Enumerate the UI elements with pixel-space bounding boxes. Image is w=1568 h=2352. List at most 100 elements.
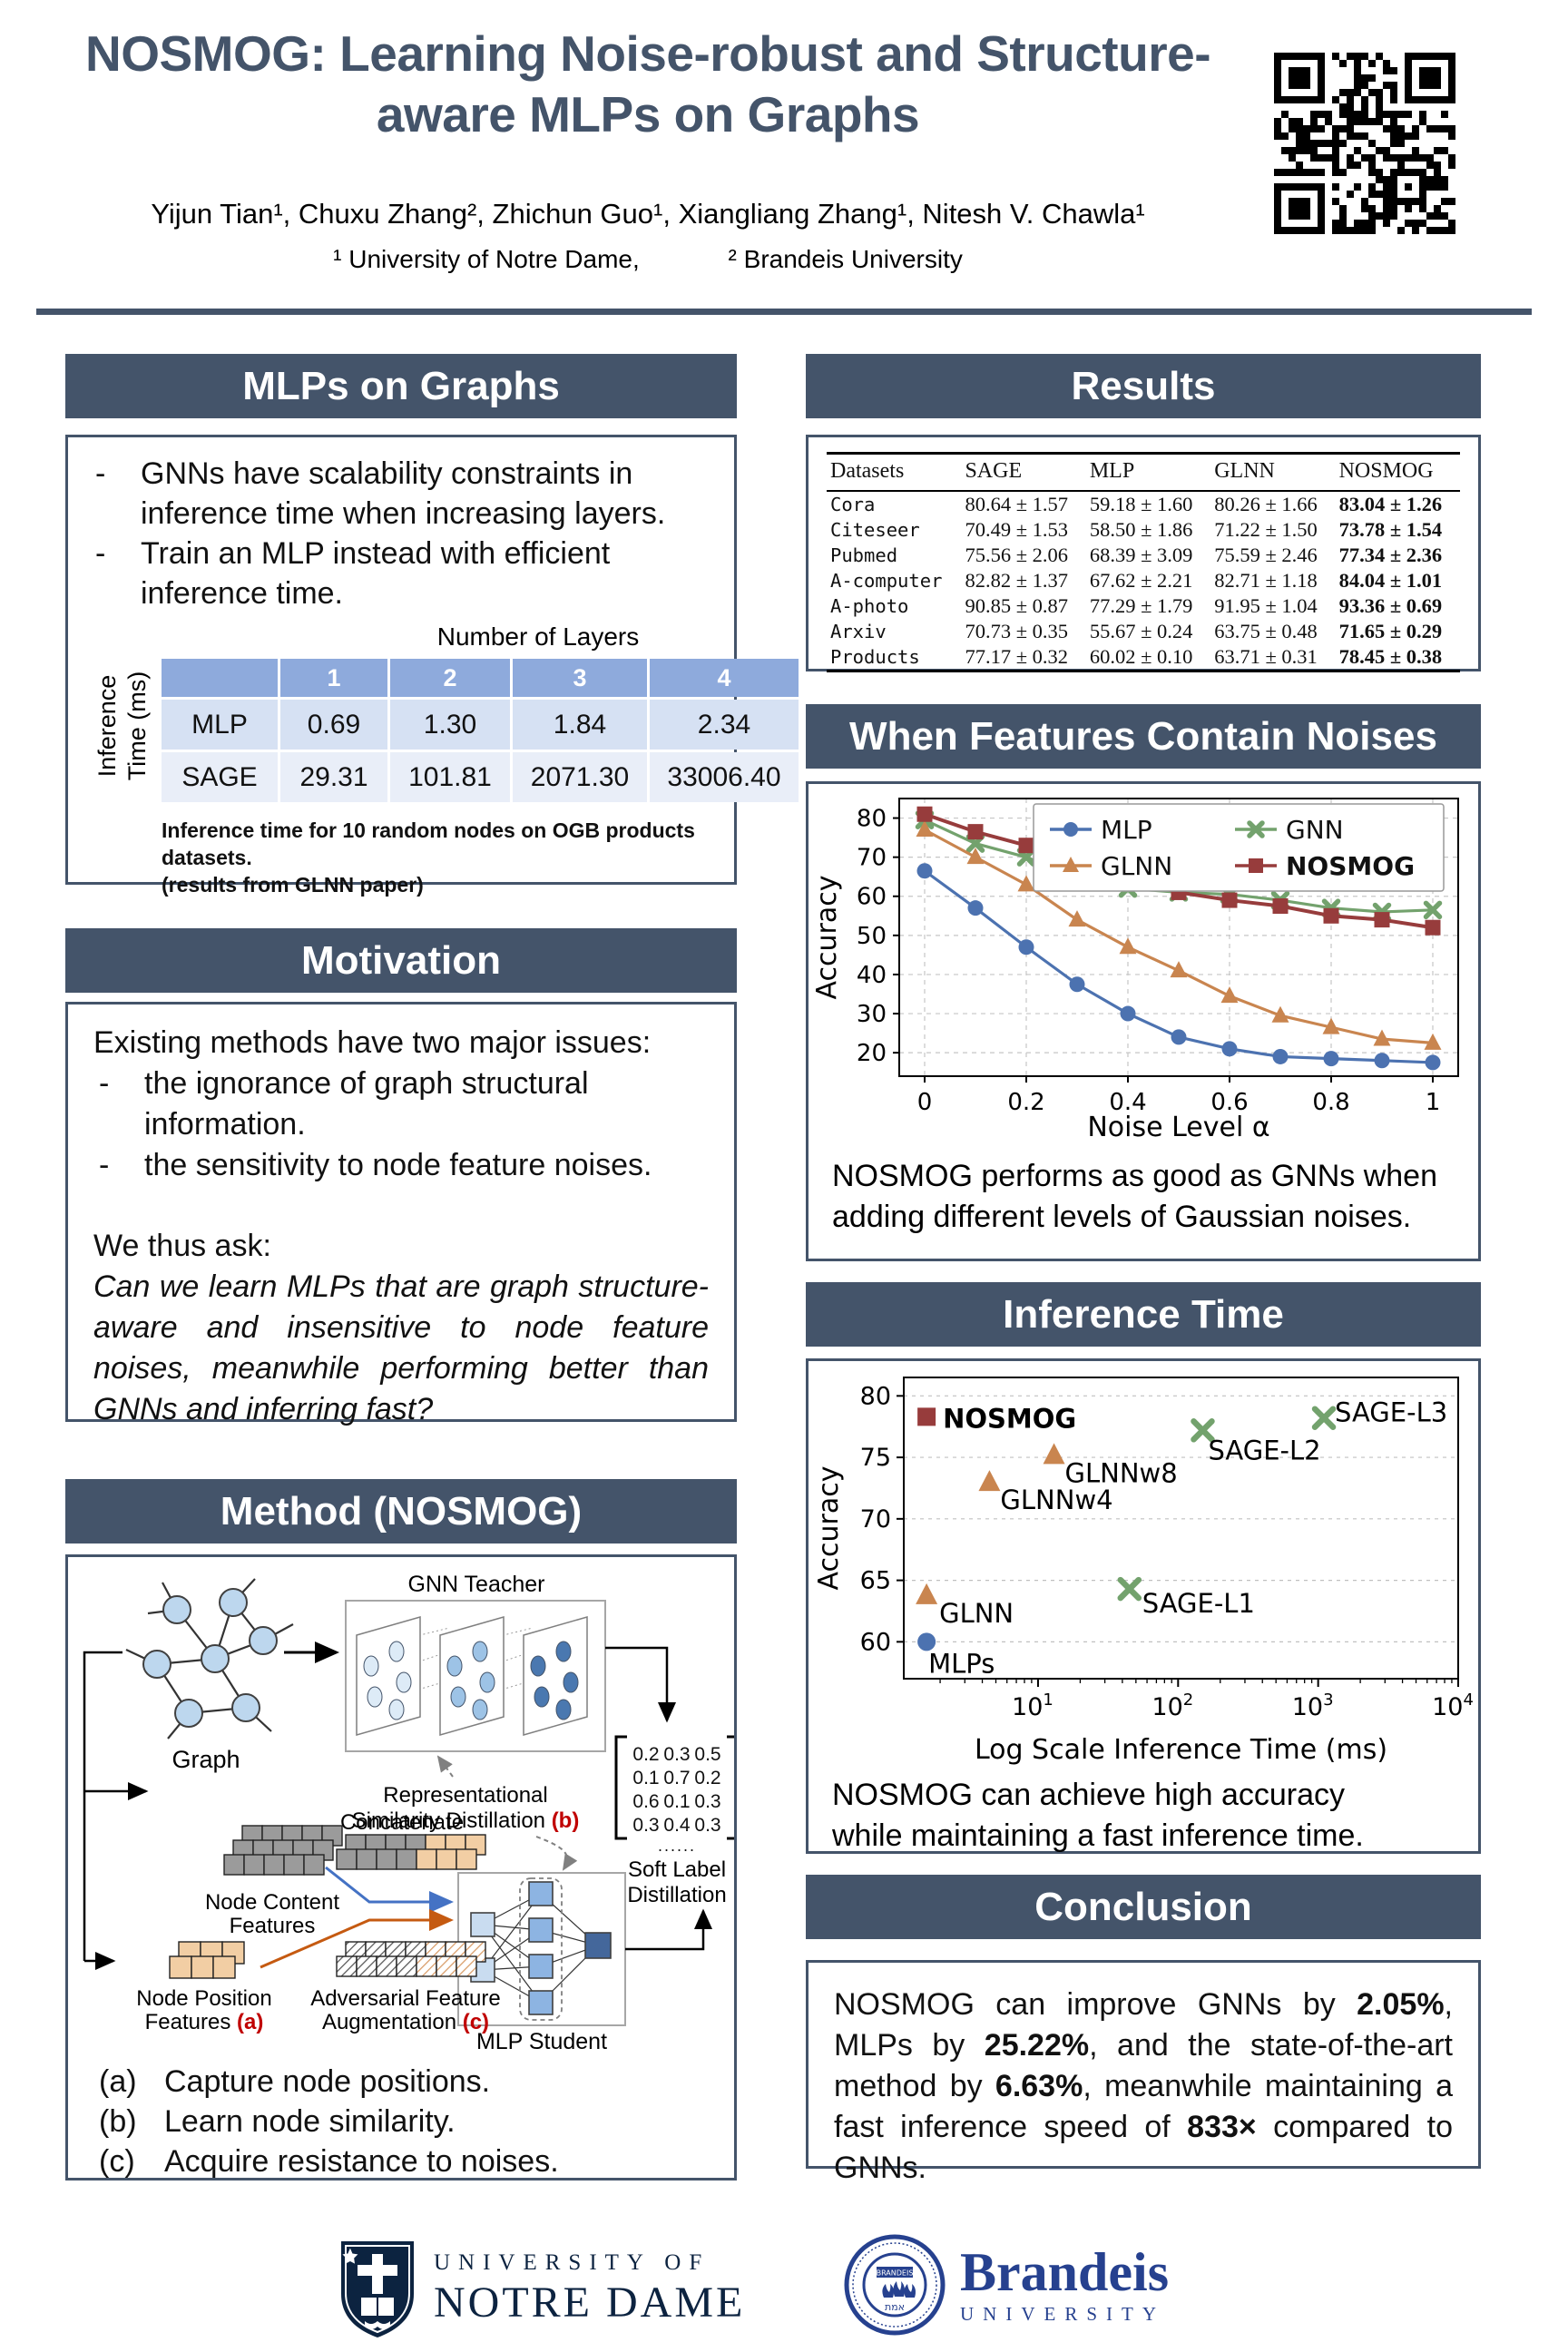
concatenate-blocks xyxy=(336,1834,486,1870)
conclusion-highlight: 2.05% xyxy=(1357,1987,1445,2022)
results-cell-glnn: 80.26 ± 1.66 xyxy=(1214,493,1318,515)
scatter-point-label-NOSMOG: NOSMOG xyxy=(943,1403,1076,1434)
student-to-softlabel-arrow xyxy=(625,1908,712,1951)
section-box-mlps-on-graphs: - GNNs have scalability constraints in in… xyxy=(65,435,799,897)
conclusion-highlight: 25.22% xyxy=(984,2028,1090,2063)
brandeis-seal-icon: BRANDEIS אמת xyxy=(844,2234,946,2336)
table-row: Products 77.17 ± 0.32 60.02 ± 0.10 63.71 ± … xyxy=(827,644,1460,671)
concatenate-label: Concatenate xyxy=(340,1810,464,1835)
rsd-line1: Representational xyxy=(383,1783,547,1808)
matrix-value: 0.1 xyxy=(632,1768,659,1788)
inference-time-table: 1 2 3 4 MLP 0.69 1.30 1.84 2.34 SAGE 29.31 101.81 20… xyxy=(162,659,799,802)
noise-x-tick: 0.4 xyxy=(1109,1089,1146,1116)
noise-y-tick: 80 xyxy=(857,806,887,833)
diagram-connectors xyxy=(83,1642,339,1970)
results-cell-nosmog: 83.04 ± 1.26 xyxy=(1338,493,1443,515)
method-item-tag: (c) xyxy=(99,2144,135,2179)
section-box-inference-time: 101 102 103 104 60 65 70 75 80 Log Scale Inferenc… xyxy=(806,1358,1481,1854)
results-cell-mlp: 59.18 ± 1.60 xyxy=(1089,493,1193,515)
poster-title-line2: aware MLPs on Graphs xyxy=(376,86,920,142)
scatter-point-label-SAGE-L1: SAGE-L1 xyxy=(1142,1588,1255,1619)
scatter-point-label-MLPs: MLPs xyxy=(928,1648,995,1679)
results-col-header: SAGE xyxy=(961,453,1086,492)
section-header-mlps-on-graphs: MLPs on Graphs xyxy=(65,354,737,418)
layers-col-header: 2 xyxy=(390,659,510,697)
results-cell-dataset: Pubmed xyxy=(830,544,898,566)
svg-text:BRANDEIS: BRANDEIS xyxy=(877,2269,914,2278)
layers-value: 0.69 xyxy=(280,700,387,750)
section-box-noise: 0 0.2 0.4 0.6 0.8 1 20 30 40 50 60 70 80 Noise Level … xyxy=(806,781,1481,1261)
nd-university-of-text: UNIVERSITY OF xyxy=(434,2249,710,2275)
layers-col-header: 4 xyxy=(650,659,799,697)
results-cell-mlp: 60.02 ± 0.10 xyxy=(1089,645,1193,668)
layers-value: 33006.40 xyxy=(650,752,799,802)
results-cell-sage: 77.17 ± 0.32 xyxy=(965,645,1069,668)
scatter-point-label-SAGE-L2: SAGE-L2 xyxy=(1208,1435,1320,1465)
scatter-y-tick: 65 xyxy=(860,1567,891,1595)
soft-label-matrix: 0.2 0.3 0.50.1 0.7 0.20.6 0.1 0.30.3 0.4 0.3 ...… xyxy=(614,1735,740,1855)
noise-ylabel: Accuracy xyxy=(811,876,843,1000)
section-box-motivation: Existing methods have two major issues: … xyxy=(65,1002,737,1426)
results-col-header: Datasets xyxy=(827,453,962,492)
results-cell-dataset: Products xyxy=(830,646,920,668)
inference-caption-line2: while maintaining a fast inference time. xyxy=(832,1818,1364,1853)
adversarial-blocks xyxy=(336,1941,486,1977)
layers-table-caption: Inference time for 10 random nodes on OG… xyxy=(162,817,724,898)
inference-time-chart: 101 102 103 104 60 65 70 75 80 Log Scale Inferenc… xyxy=(813,1377,1474,1766)
results-cell-glnn: 75.59 ± 2.46 xyxy=(1214,544,1318,566)
noise-y-tick: 40 xyxy=(857,962,887,989)
graph-label: Graph xyxy=(172,1746,240,1773)
poster-title: NOSMOG: Learning Noise-robust and Struct… xyxy=(58,24,1238,145)
matrix-value: 0.4 xyxy=(663,1815,691,1836)
mlp-student-label: MLP Student xyxy=(476,2029,607,2054)
conclusion-segment: , meanwhile maintaining a fast inference… xyxy=(834,2069,1453,2144)
results-cell-nosmog: 84.04 ± 1.01 xyxy=(1338,569,1443,592)
scatter-point-label-GLNNw8: GLNNw8 xyxy=(1065,1457,1178,1488)
layers-col-header: 3 xyxy=(513,659,647,697)
list-item: - the ignorance of graph structural infor… xyxy=(93,1063,709,1145)
scatter-x-tick: 102 xyxy=(1152,1690,1193,1721)
method-item: (b) Learn node similarity. xyxy=(99,2102,716,2141)
layers-value: 2071.30 xyxy=(513,752,647,802)
scatter-y-tick: 80 xyxy=(860,1382,891,1410)
results-cell-nosmog: 71.65 ± 0.29 xyxy=(1338,620,1443,642)
method-item-tag: (b) xyxy=(99,2104,137,2139)
table-row: A-photo 90.85 ± 0.87 77.29 ± 1.79 91.95 ± 1… xyxy=(827,593,1460,619)
qr-code-icon xyxy=(1259,38,1470,249)
noise-x-tick: 0.8 xyxy=(1312,1089,1349,1116)
noise-legend: MLP GNN GLNN NOSMOG xyxy=(1033,803,1445,892)
motivation-intro: Existing methods have two major issues: xyxy=(93,1025,652,1060)
bullet-dash: - xyxy=(95,536,106,571)
bullet-dash: - xyxy=(99,1066,110,1101)
legend-label-NOSMOG: NOSMOG xyxy=(1286,851,1415,881)
layers-row-name: MLP xyxy=(162,700,278,750)
results-cell-dataset: Arxiv xyxy=(830,621,887,642)
mlps-bullet-2: Train an MLP instead with efficient infe… xyxy=(141,536,611,611)
table-row: Cora 80.64 ± 1.57 59.18 ± 1.60 80.26 ± 1.66… xyxy=(827,491,1460,517)
adversarial-line1: Adversarial Feature xyxy=(310,1986,500,2011)
conclusion-segment: NOSMOG can improve GNNs by xyxy=(834,1987,1357,2022)
brandeis-university-text: UNIVERSITY xyxy=(960,2302,1165,2325)
table-row: Arxiv 70.73 ± 0.35 55.67 ± 0.24 63.75 ± 0.4… xyxy=(827,619,1460,644)
position-flow-arrow xyxy=(260,1909,454,1969)
section-box-conclusion: NOSMOG can improve GNNs by 2.05%, MLPs b… xyxy=(806,1960,1481,2185)
matrix-value: 0.2 xyxy=(632,1744,659,1765)
scatter-x-tick: 103 xyxy=(1292,1690,1334,1721)
results-cell-glnn: 63.75 ± 0.48 xyxy=(1214,620,1318,642)
results-cell-glnn: 82.71 ± 1.18 xyxy=(1214,569,1318,592)
conclusion-highlight: 6.63% xyxy=(995,2069,1083,2103)
rsd-arrow-up xyxy=(436,1755,454,1778)
results-cell-dataset: Cora xyxy=(830,494,876,515)
layers-col-header: 1 xyxy=(280,659,387,697)
matrix-value: 0.5 xyxy=(694,1744,720,1765)
results-cell-glnn: 63.71 ± 0.31 xyxy=(1214,645,1318,668)
method-item-text: Learn node similarity. xyxy=(164,2104,456,2139)
results-col-header: MLP xyxy=(1085,453,1211,492)
node-content-line2: Features xyxy=(230,1914,316,1938)
method-item: (c) Acquire resistance to noises. xyxy=(99,2141,716,2181)
nd-notre-dame-text: NOTRE DAME xyxy=(434,2278,746,2327)
conclusion-segment: , and the state-of-the-art method by xyxy=(834,2028,1453,2103)
matrix-value: 0.1 xyxy=(663,1791,690,1812)
scatter-x-tick: 101 xyxy=(1012,1690,1054,1721)
